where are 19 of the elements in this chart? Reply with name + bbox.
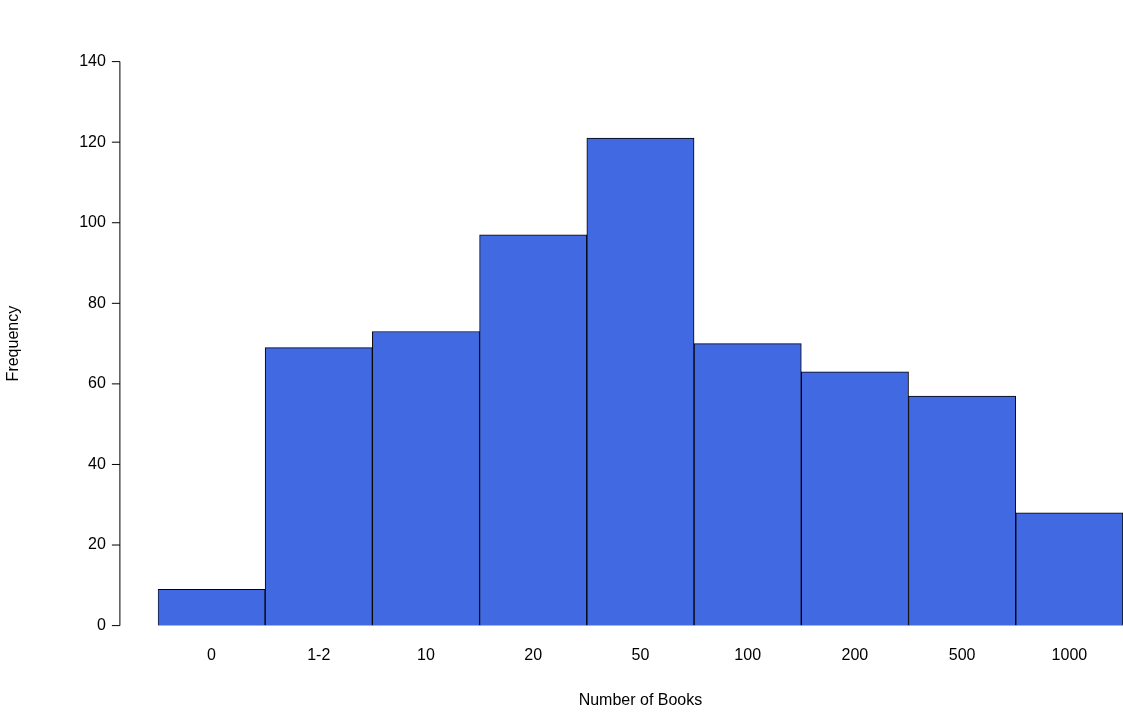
x-tick-label: 200 xyxy=(841,645,869,663)
y-tick-label: 140 xyxy=(79,52,106,70)
x-tick-label: 50 xyxy=(631,645,650,663)
y-axis-title: Frequency xyxy=(4,305,22,382)
y-tick-label: 40 xyxy=(88,454,106,472)
y-tick-label: 0 xyxy=(96,616,106,634)
x-tick-label: 20 xyxy=(524,645,543,663)
y-tick-label: 20 xyxy=(88,535,106,553)
x-tick-label: 0 xyxy=(207,645,217,663)
x-tick-label: 10 xyxy=(417,645,435,663)
x-tick-label: 1-2 xyxy=(307,645,331,663)
x-tick-label: 100 xyxy=(734,645,762,663)
x-tick-label: 1000 xyxy=(1051,645,1088,663)
y-tick-label: 100 xyxy=(79,213,106,231)
y-tick-label: 80 xyxy=(88,293,106,311)
y-tick-label: 60 xyxy=(88,374,106,392)
x-tick-label: 500 xyxy=(948,645,976,663)
x-axis-title: Number of Books xyxy=(578,690,703,708)
y-tick-label: 120 xyxy=(79,132,106,150)
